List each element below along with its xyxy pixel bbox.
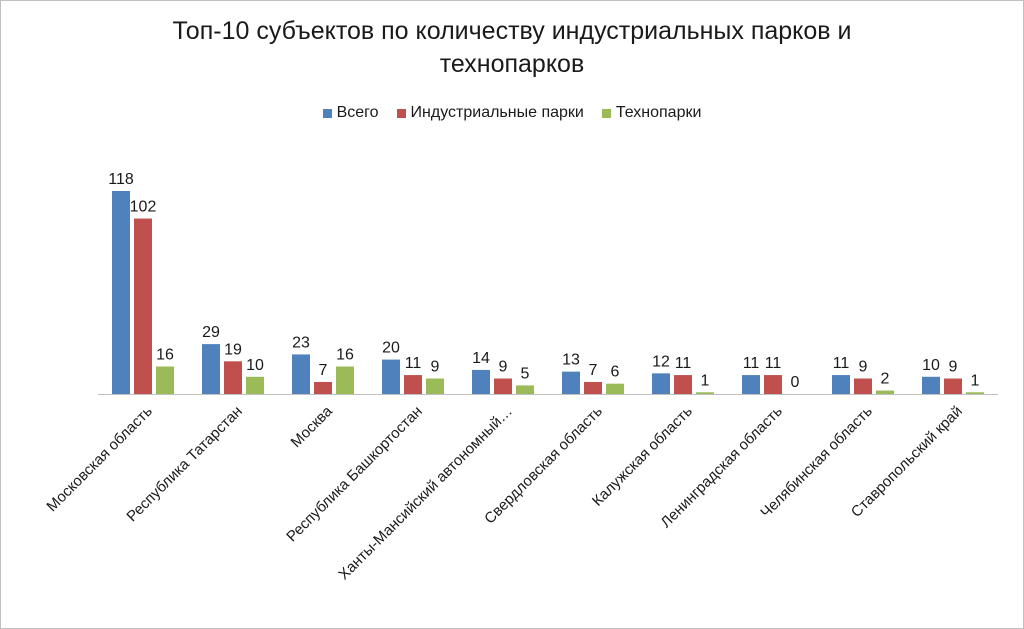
data-label-2-0: 16: [156, 346, 174, 363]
bar-2-9: [966, 392, 984, 394]
data-label-1-7: 11: [765, 355, 782, 372]
data-label-2-7: 0: [791, 374, 800, 391]
data-label-2-9: 1: [971, 372, 980, 389]
legend-item-techno: Технопарки: [601, 104, 702, 122]
data-label-1-4: 9: [499, 359, 508, 376]
data-label-1-0: 102: [130, 199, 157, 216]
data-label-0-0: 118: [108, 171, 134, 188]
bar-0-9: [922, 376, 940, 394]
data-label-0-3: 20: [382, 340, 400, 357]
chart-title-line2: технопарков: [439, 50, 585, 78]
chart-title: Топ-10 субъектов по количеству индустриа…: [1, 15, 1023, 81]
data-label-2-6: 1: [701, 372, 710, 389]
bar-0-3: [382, 359, 400, 394]
data-label-2-5: 6: [611, 364, 620, 381]
data-label-1-2: 7: [319, 362, 328, 379]
bar-1-2: [314, 381, 332, 394]
category-label-2: Москва: [288, 402, 337, 451]
data-label-2-4: 5: [521, 365, 530, 382]
legend-swatch-industrial: [396, 108, 406, 118]
bar-1-1: [224, 361, 242, 394]
data-label-2-1: 10: [246, 357, 264, 374]
bar-0-6: [652, 373, 670, 394]
data-label-0-6: 12: [652, 353, 670, 370]
bar-1-8: [854, 378, 872, 394]
legend-label-total: Всего: [336, 104, 379, 121]
legend-label-techno: Технопарки: [615, 104, 702, 121]
bar-0-2: [292, 354, 310, 394]
data-label-1-8: 9: [859, 359, 868, 376]
bar-0-1: [202, 344, 220, 394]
data-label-1-6: 11: [675, 355, 692, 372]
chart-legend: Всего Индустриальные парки Технопарки: [1, 104, 1023, 122]
bar-2-1: [246, 376, 264, 394]
data-label-2-3: 9: [431, 359, 440, 376]
legend-item-total: Всего: [322, 104, 379, 122]
category-label-4: Ханты-Мансийский автономный…: [335, 403, 515, 583]
bar-1-0: [134, 218, 152, 394]
data-label-1-3: 11: [405, 355, 422, 372]
bar-2-8: [876, 390, 894, 394]
bar-2-0: [156, 366, 174, 394]
legend-swatch-total: [322, 108, 332, 118]
bar-0-8: [832, 375, 850, 394]
bar-1-3: [404, 375, 422, 394]
legend-label-industrial: Индустриальные парки: [410, 104, 584, 121]
data-label-0-5: 13: [562, 352, 580, 369]
bar-1-4: [494, 378, 512, 394]
category-label-6: Калужская область: [589, 403, 696, 510]
bar-2-5: [606, 383, 624, 394]
bar-0-5: [562, 371, 580, 394]
data-label-0-1: 29: [202, 324, 220, 341]
bar-2-3: [426, 378, 444, 394]
bar-0-4: [472, 369, 490, 394]
data-label-1-1: 19: [224, 341, 242, 358]
data-label-1-9: 9: [949, 359, 958, 376]
data-label-0-8: 11: [833, 355, 850, 372]
bar-0-0: [112, 191, 130, 394]
bar-1-7: [764, 375, 782, 394]
data-label-2-8: 2: [881, 371, 890, 388]
bar-1-9: [944, 378, 962, 394]
data-label-0-2: 23: [292, 334, 310, 351]
data-label-0-4: 14: [472, 350, 490, 367]
data-label-0-7: 11: [743, 355, 760, 372]
bar-2-2: [336, 366, 354, 394]
bar-1-5: [584, 381, 602, 394]
data-label-1-5: 7: [589, 362, 598, 379]
legend-item-industrial: Индустриальные парки: [396, 104, 584, 122]
data-label-2-2: 16: [336, 346, 354, 363]
bar-1-6: [674, 375, 692, 394]
bar-2-4: [516, 385, 534, 394]
chart-title-line1: Топ-10 субъектов по количеству индустриа…: [172, 17, 852, 45]
legend-swatch-techno: [601, 108, 611, 118]
bar-2-6: [696, 392, 714, 394]
data-label-0-9: 10: [922, 357, 940, 374]
bar-0-7: [742, 375, 760, 394]
